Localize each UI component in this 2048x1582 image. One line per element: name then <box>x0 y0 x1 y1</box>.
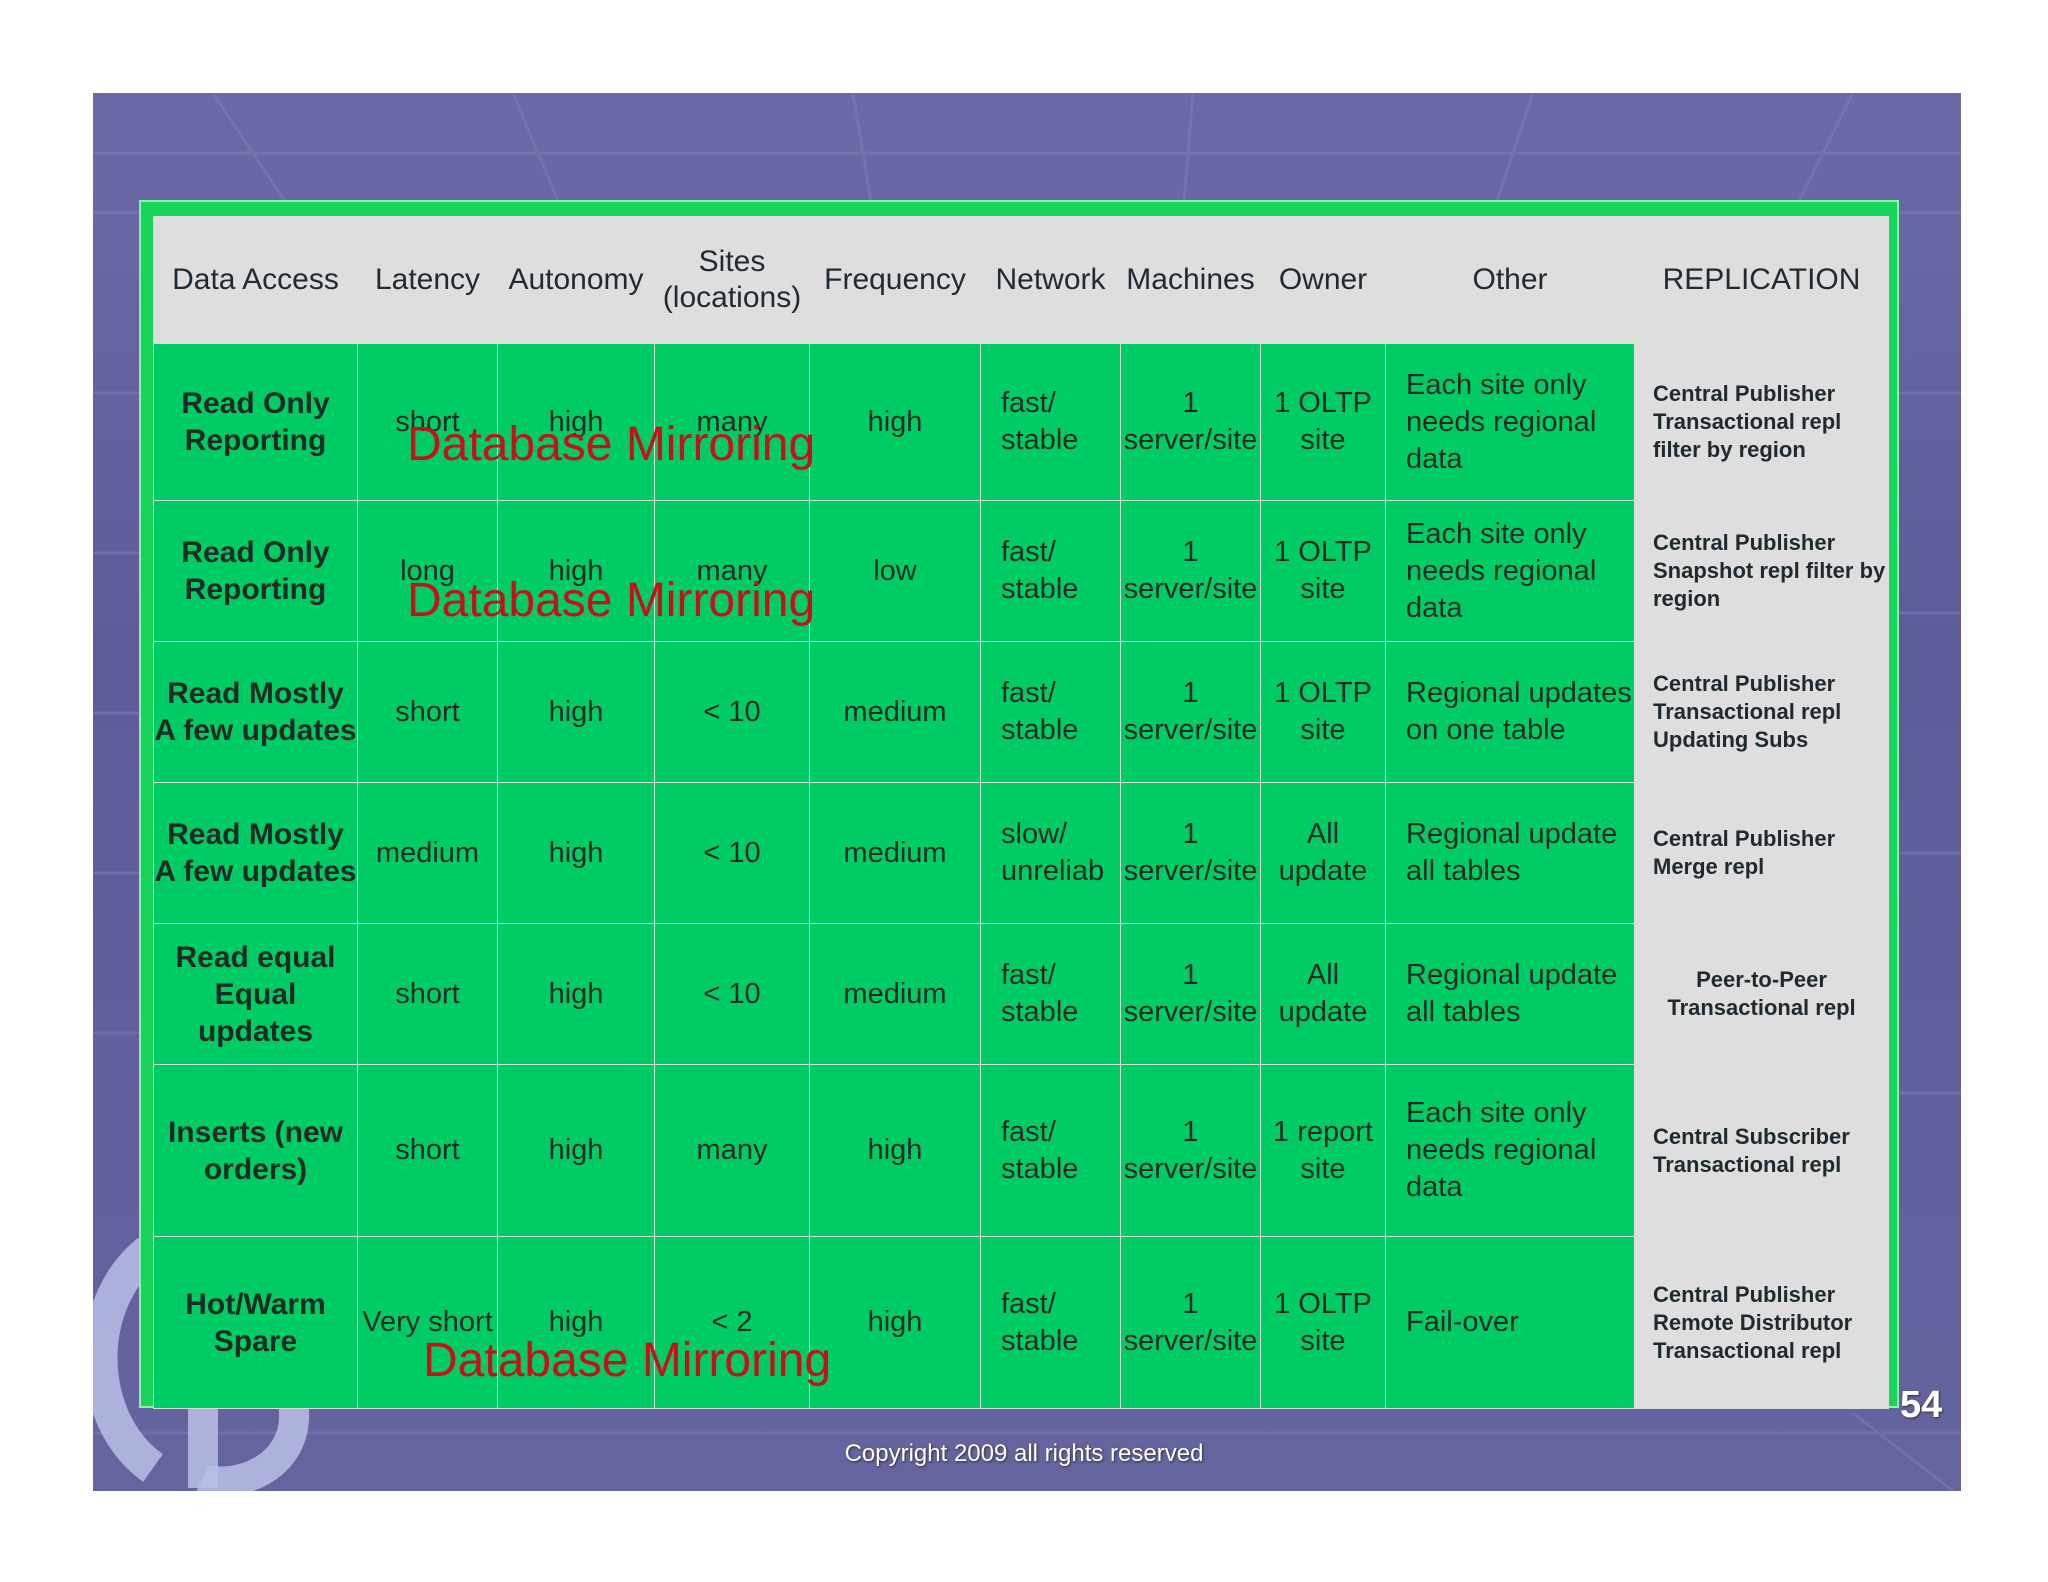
cell-network: slow/ unreliab <box>980 782 1121 924</box>
cell-network: fast/ stable <box>980 1064 1121 1237</box>
cell-sites: < 10 <box>654 641 810 783</box>
cell-autonomy: high <box>497 641 655 783</box>
cell-sites: < 2 <box>654 1236 810 1409</box>
cell-replication: Central Publisher Remote Distributor Tra… <box>1634 1236 1889 1409</box>
table-row: Inserts (new orders) short high many high fas… <box>153 1064 1889 1237</box>
cell-autonomy: high <box>497 343 655 501</box>
cell-frequency: medium <box>809 641 981 783</box>
col-header-latency: Latency <box>357 216 498 344</box>
cell-sites: < 10 <box>654 782 810 924</box>
cell-other: Each site only needs regional data <box>1385 500 1635 642</box>
page-number: 54 <box>1900 1384 1943 1426</box>
cell-sites: < 10 <box>654 923 810 1065</box>
cell-owner: 1 OLTP site <box>1260 641 1386 783</box>
cell-machines: 1 server/site <box>1120 641 1261 783</box>
table-row: Read Mostly A few updates medium high < 10 m… <box>153 782 1889 924</box>
cell-frequency: high <box>809 1064 981 1237</box>
cell-replication: Central Publisher Transactional repl Upd… <box>1634 641 1889 783</box>
cell-frequency: high <box>809 343 981 501</box>
cell-autonomy: high <box>497 923 655 1065</box>
cell-other: Fail-over <box>1385 1236 1635 1409</box>
cell-access: Read Only Reporting <box>153 343 358 501</box>
cell-frequency: low <box>809 500 981 642</box>
cell-access: Hot/Warm Spare <box>153 1236 358 1409</box>
cell-owner: All update <box>1260 923 1386 1065</box>
cell-frequency: high <box>809 1236 981 1409</box>
cell-access: Inserts (new orders) <box>153 1064 358 1237</box>
cell-owner: 1 report site <box>1260 1064 1386 1237</box>
cell-owner: 1 OLTP site <box>1260 1236 1386 1409</box>
cell-autonomy: high <box>497 1064 655 1237</box>
cell-latency: long <box>357 500 498 642</box>
cell-frequency: medium <box>809 782 981 924</box>
cell-other: Regional update all tables <box>1385 923 1635 1065</box>
cell-machines: 1 server/site <box>1120 782 1261 924</box>
cell-network: fast/ stable <box>980 923 1121 1065</box>
cell-machines: 1 server/site <box>1120 923 1261 1065</box>
cell-machines: 1 server/site <box>1120 1064 1261 1237</box>
cell-network: fast/ stable <box>980 641 1121 783</box>
cell-owner: 1 OLTP site <box>1260 500 1386 642</box>
cell-latency: short <box>357 1064 498 1237</box>
cell-autonomy: high <box>497 500 655 642</box>
cell-network: fast/ stable <box>980 343 1121 501</box>
copyright-footer: Copyright 2009 all rights reserved <box>844 1440 1204 1467</box>
cell-latency: short <box>357 641 498 783</box>
cell-latency: short <box>357 923 498 1065</box>
col-header-replication: REPLICATION <box>1634 216 1889 344</box>
col-header-data-access: Data Access <box>153 216 358 344</box>
cell-latency: Very short <box>357 1236 498 1409</box>
header-row: Data Access Latency Autonomy Sites (loca… <box>153 216 1889 344</box>
cell-replication: Central Publisher Transactional repl fil… <box>1634 343 1889 501</box>
cell-autonomy: high <box>497 782 655 924</box>
cell-network: fast/ stable <box>980 500 1121 642</box>
cell-access: Read Only Reporting <box>153 500 358 642</box>
cell-other: Regional updates on one table <box>1385 641 1635 783</box>
col-header-frequency: Frequency <box>809 216 981 344</box>
cell-access: Read Mostly A few updates <box>153 782 358 924</box>
cell-access: Read Mostly A few updates <box>153 641 358 783</box>
col-header-network: Network <box>980 216 1121 344</box>
table-row: Read Mostly A few updates short high < 10 me… <box>153 641 1889 783</box>
cell-other: Each site only needs regional data <box>1385 1064 1635 1237</box>
cell-access: Read equal Equal updates <box>153 923 358 1065</box>
col-header-other: Other <box>1385 216 1635 344</box>
col-header-owner: Owner <box>1260 216 1386 344</box>
table-row: Hot/Warm Spare Very short high < 2 high fast/… <box>153 1236 1889 1409</box>
replication-decision-table: Data Access Latency Autonomy Sites (loca… <box>153 216 1889 1409</box>
cell-other: Regional update all tables <box>1385 782 1635 924</box>
cell-latency: medium <box>357 782 498 924</box>
cell-replication: Central Subscriber Transactional repl <box>1634 1064 1889 1237</box>
cell-autonomy: high <box>497 1236 655 1409</box>
cell-owner: All update <box>1260 782 1386 924</box>
cell-other: Each site only needs regional data <box>1385 343 1635 501</box>
cell-sites: many <box>654 500 810 642</box>
table-row: Read Only Reporting short high many high fast… <box>153 343 1889 501</box>
cell-machines: 1 server/site <box>1120 500 1261 642</box>
cell-replication: Peer-to-Peer Transactional repl <box>1634 923 1889 1065</box>
cell-replication: Central Publisher Merge repl <box>1634 782 1889 924</box>
cell-sites: many <box>654 343 810 501</box>
cell-replication: Central Publisher Snapshot repl filter b… <box>1634 500 1889 642</box>
cell-network: fast/ stable <box>980 1236 1121 1409</box>
cell-machines: 1 server/site <box>1120 1236 1261 1409</box>
cell-sites: many <box>654 1064 810 1237</box>
col-header-sites: Sites (locations) <box>654 216 810 344</box>
col-header-machines: Machines <box>1120 216 1261 344</box>
cell-owner: 1 OLTP site <box>1260 343 1386 501</box>
cell-frequency: medium <box>809 923 981 1065</box>
cell-machines: 1 server/site <box>1120 343 1261 501</box>
cell-latency: short <box>357 343 498 501</box>
table-row: Read equal Equal updates short high < 10 med… <box>153 923 1889 1065</box>
table-row: Read Only Reporting long high many low fast/ … <box>153 500 1889 642</box>
col-header-autonomy: Autonomy <box>497 216 655 344</box>
